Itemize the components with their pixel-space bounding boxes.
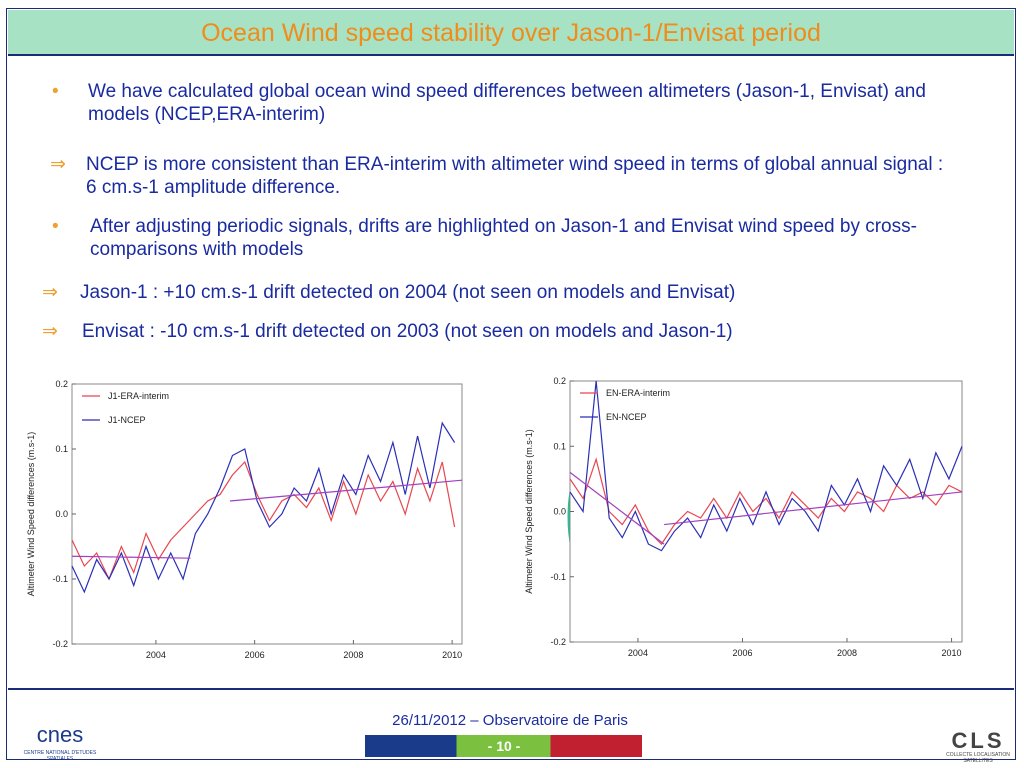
bullet-text: Jason-1 : +10 cm.s-1 drift detected on 2… xyxy=(80,282,736,303)
data-line xyxy=(71,460,456,581)
y-tick-label: -0.2 xyxy=(52,639,68,649)
y-tick-label: 0.2 xyxy=(55,379,68,389)
legend-label: J1-NCEP xyxy=(108,415,146,425)
y-tick-label: -0.1 xyxy=(52,574,68,584)
y-tick-label: 0.0 xyxy=(55,509,68,519)
bullet-text: Envisat : -10 cm.s-1 drift detected on 2… xyxy=(82,321,733,342)
marker: ⇒ xyxy=(50,154,66,175)
legend-label: EN-ERA-interim xyxy=(606,388,670,398)
marker: ⇒ xyxy=(42,321,58,342)
x-tick-label: 2008 xyxy=(837,648,857,658)
fit-line xyxy=(71,555,191,559)
data-line xyxy=(569,380,963,552)
footer-date: 26/11/2012 – Observatoire de Paris xyxy=(392,712,628,729)
slide-title: Ocean Wind speed stability over Jason-1/… xyxy=(8,10,1014,56)
logo-cnes-sub: CENTRE NATIONAL D'ETUDES SPATIALES xyxy=(23,750,97,762)
marker: ⇒ xyxy=(42,282,58,303)
bullet: ⇒ Jason-1 : +10 cm.s-1 drift detected on … xyxy=(42,281,980,304)
y-tick-label: -0.1 xyxy=(550,572,566,582)
y-tick-label: -0.2 xyxy=(550,637,566,647)
bullet-text: NCEP is more consistent than ERA-interim… xyxy=(86,154,944,198)
bullet-text: We have calculated global ocean wind spe… xyxy=(88,81,926,125)
page-bar xyxy=(365,735,642,757)
fit-line xyxy=(569,471,665,545)
page-number: - 10 - xyxy=(487,738,521,754)
bullet: • We have calculated global ocean wind sp… xyxy=(52,80,988,126)
x-tick-label: 2004 xyxy=(628,648,648,658)
x-tick-label: 2006 xyxy=(245,650,265,660)
legend-label: EN-NCEP xyxy=(606,412,647,422)
legend-label: J1-ERA-interim xyxy=(108,391,169,401)
charts: -0.2 -0.1 0.0 0.1 0.2 2004 2006 2008 2010 Altimet… xyxy=(26,376,963,660)
marker: • xyxy=(52,216,59,237)
frame xyxy=(6,8,1016,760)
bullet: • After adjusting periodic signals, drift… xyxy=(52,215,970,261)
bullet: ⇒ NCEP is more consistent than ERA-interi… xyxy=(50,153,956,199)
data-line xyxy=(71,421,456,594)
fit-line xyxy=(229,479,463,502)
bullet: ⇒ Envisat : -10 cm.s-1 drift detected on … xyxy=(42,320,982,343)
fit-line xyxy=(664,491,963,526)
x-tick-label: 2004 xyxy=(146,650,166,660)
logo-cnes: cnes xyxy=(36,722,84,747)
logo-cls-sub: COLLECTE LOCALISATION SATELLITES xyxy=(946,752,1010,764)
y-axis-label: Altimeter Wind Speed differences (m.s-1) xyxy=(524,429,534,593)
y-axis-label: Altimeter Wind Speed differences (m.s-1) xyxy=(26,432,36,596)
marker: • xyxy=(52,81,59,102)
y-tick-label: 0.0 xyxy=(553,507,566,517)
logo-cls: CLS xyxy=(951,728,1005,753)
footer-line xyxy=(8,688,1014,690)
x-tick-label: 2008 xyxy=(343,650,363,660)
y-tick-label: 0.1 xyxy=(55,444,68,454)
y-tick-label: 0.2 xyxy=(553,376,566,386)
bullet-text: After adjusting periodic signals, drifts… xyxy=(90,216,917,260)
x-tick-label: 2010 xyxy=(942,648,962,658)
x-tick-label: 2006 xyxy=(732,648,752,658)
x-tick-label: 2010 xyxy=(442,650,462,660)
y-tick-label: 0.1 xyxy=(553,441,566,451)
